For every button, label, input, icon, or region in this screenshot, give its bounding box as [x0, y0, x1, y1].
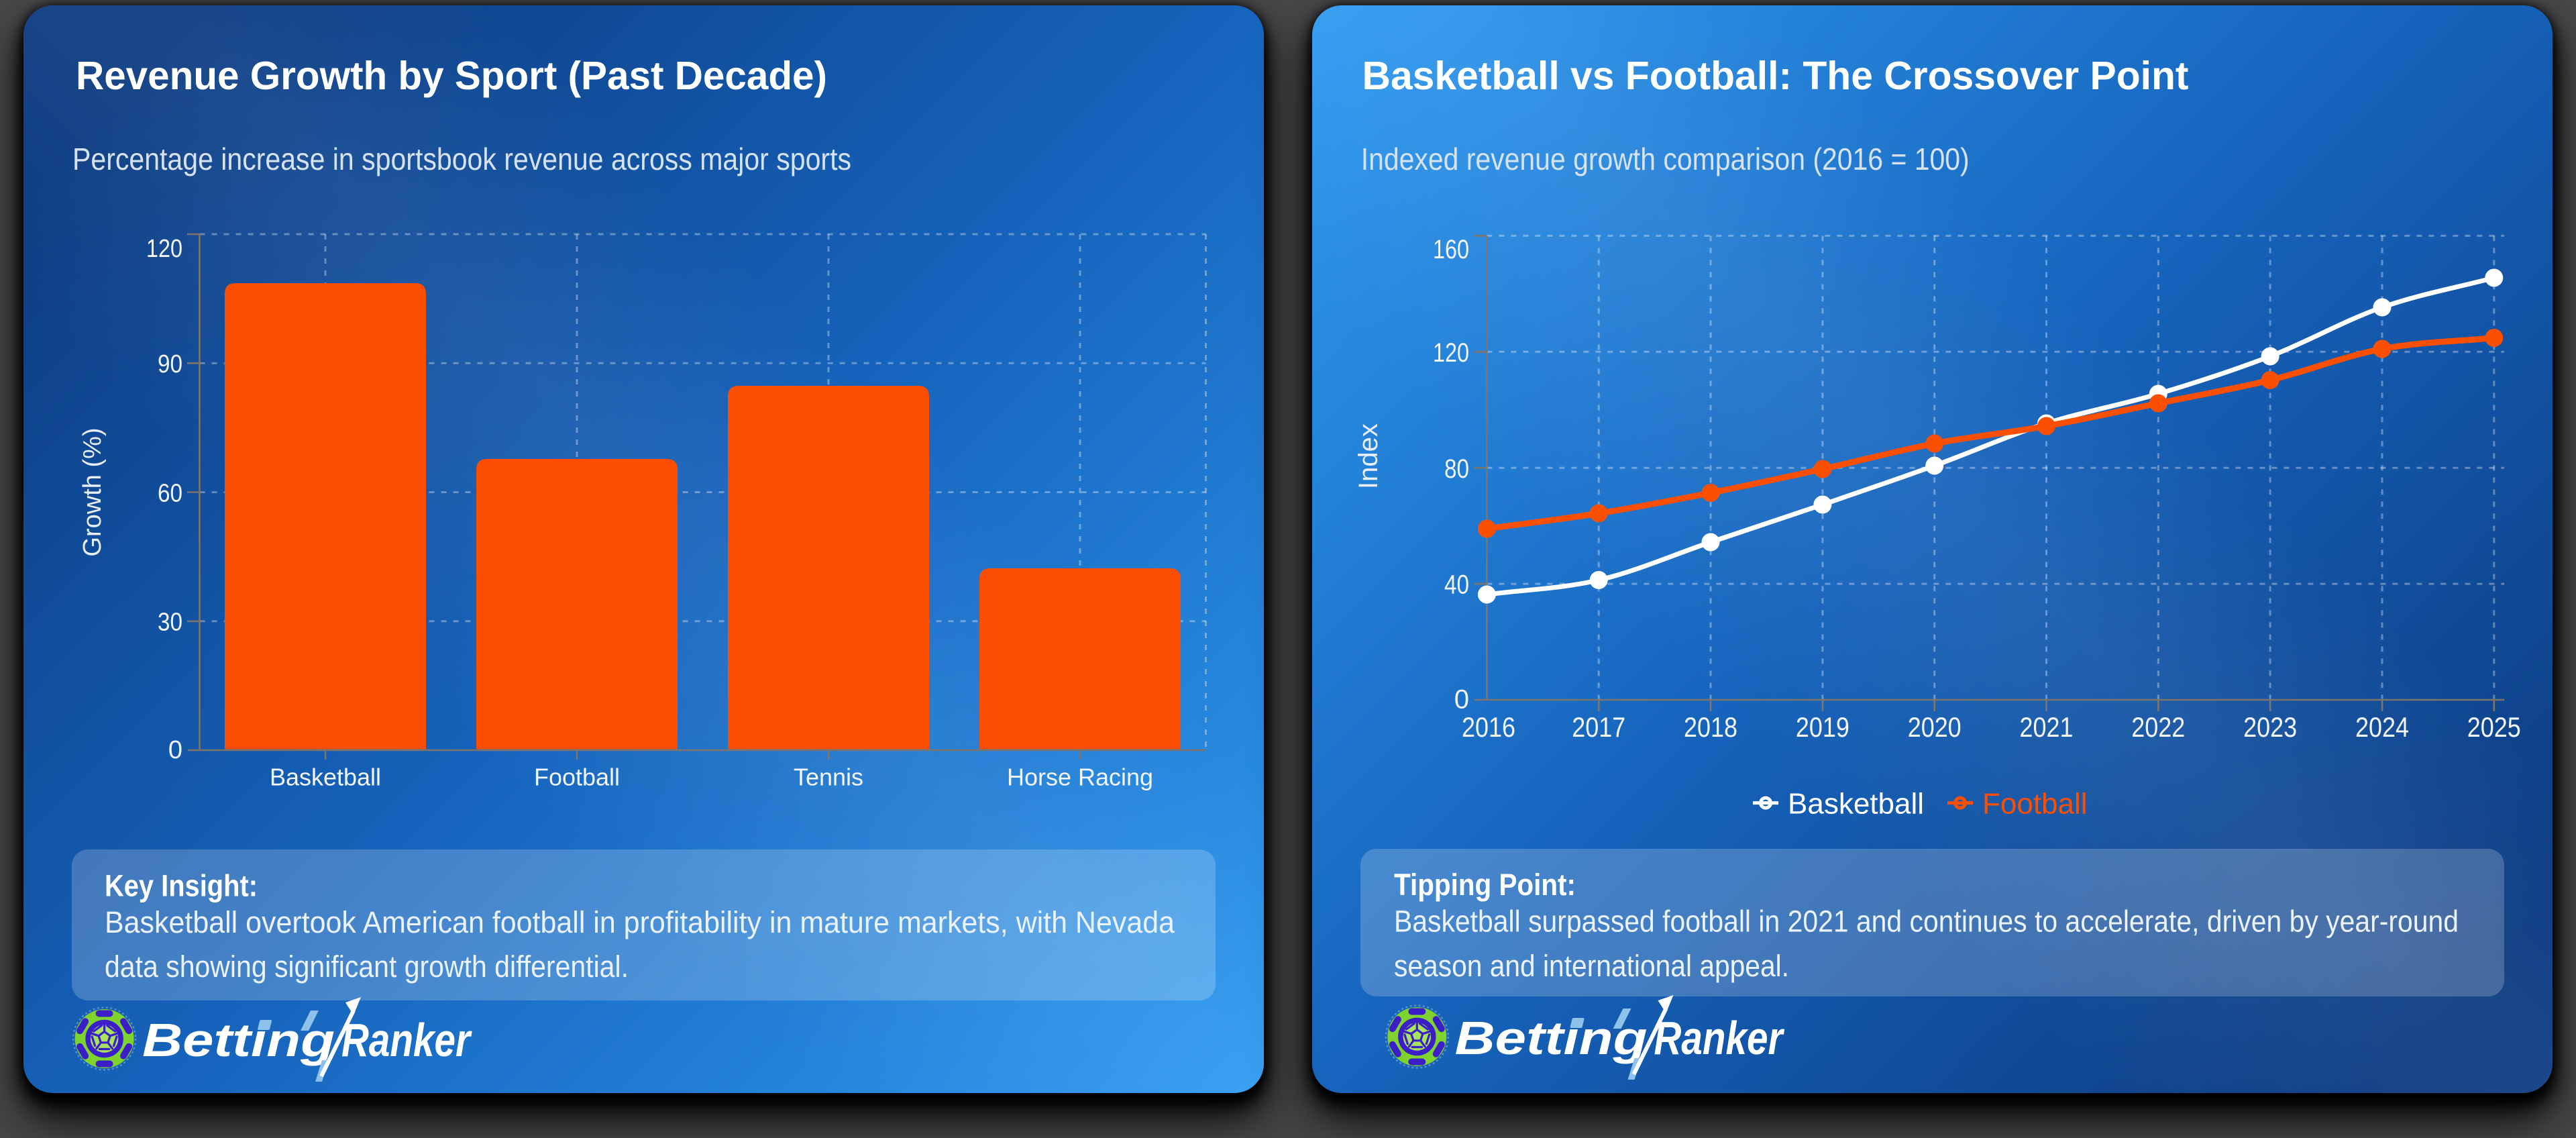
svg-text:2023: 2023: [2243, 711, 2297, 743]
svg-text:120: 120: [146, 235, 182, 263]
svg-text:Basketball: Basketball: [270, 764, 381, 791]
svg-text:2016: 2016: [1462, 711, 1515, 743]
svg-text:Basketball surpassed football: Basketball surpassed football in 2021 an…: [1394, 904, 2459, 939]
svg-text:160: 160: [1433, 235, 1469, 264]
svg-text:Basketball vs Football: The Cr: Basketball vs Football: The Crossover Po…: [1362, 54, 2189, 98]
svg-text:30: 30: [158, 609, 182, 637]
svg-text:2025: 2025: [2467, 711, 2521, 743]
svg-text:2020: 2020: [1908, 711, 1962, 743]
svg-text:Index: Index: [1354, 423, 1383, 489]
svg-text:Basketball overtook American f: Basketball overtook American football in…: [105, 905, 1175, 939]
svg-text:2019: 2019: [1796, 711, 1849, 743]
svg-text:Percentage increase in sportsb: Percentage increase in sportsbook revenu…: [72, 142, 851, 176]
svg-text:Tennis: Tennis: [794, 764, 863, 791]
svg-text:2017: 2017: [1572, 711, 1625, 743]
svg-text:90: 90: [158, 350, 182, 378]
svg-text:Revenue Growth by Sport (Past: Revenue Growth by Sport (Past Decade): [76, 54, 827, 98]
svg-text:120: 120: [1433, 338, 1469, 368]
svg-text:Football: Football: [1982, 787, 2088, 820]
svg-text:data showing significant growt: data showing significant growth differen…: [105, 949, 629, 984]
svg-text:80: 80: [1444, 454, 1469, 484]
svg-text:Key Insight:: Key Insight:: [105, 868, 258, 902]
svg-text:0: 0: [1454, 685, 1469, 715]
svg-text:2021: 2021: [2020, 711, 2074, 743]
svg-text:0: 0: [168, 736, 182, 764]
svg-text:2024: 2024: [2355, 711, 2409, 743]
svg-text:season and international appea: season and international appeal.: [1394, 949, 1789, 983]
svg-text:Tipping Point:: Tipping Point:: [1394, 868, 1576, 902]
svg-text:Horse Racing: Horse Racing: [1007, 764, 1153, 791]
svg-text:2018: 2018: [1684, 711, 1737, 743]
svg-text:Football: Football: [534, 764, 620, 791]
svg-text:Growth (%): Growth (%): [78, 427, 107, 556]
svg-text:Basketball: Basketball: [1788, 787, 1924, 820]
svg-text:60: 60: [158, 479, 182, 507]
svg-text:2022: 2022: [2131, 711, 2185, 743]
svg-text:Indexed revenue growth compari: Indexed revenue growth comparison (2016 …: [1361, 142, 1970, 176]
svg-text:40: 40: [1444, 570, 1469, 600]
